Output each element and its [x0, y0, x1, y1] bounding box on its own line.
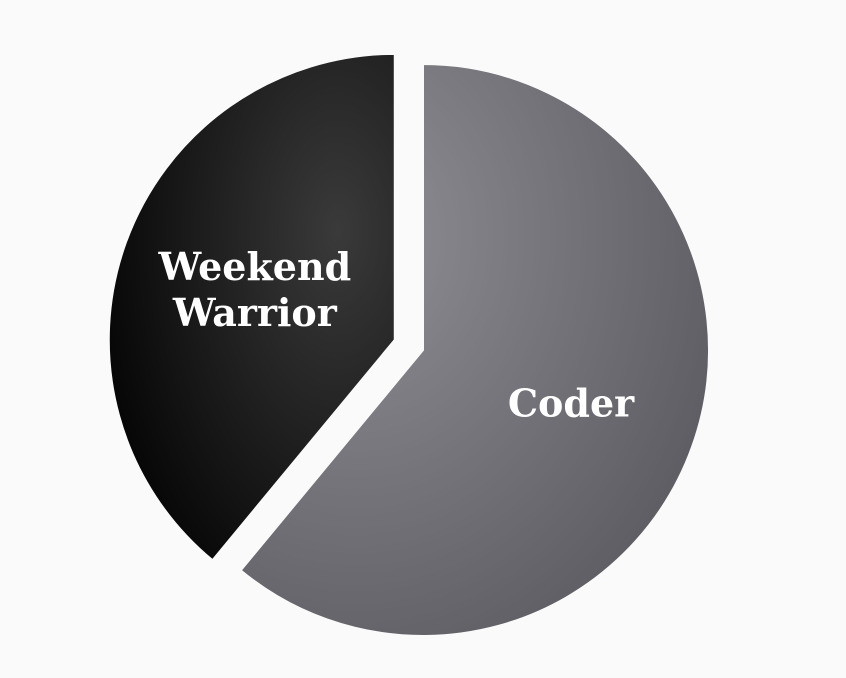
pie-slices — [107, 52, 710, 637]
pie-label-coder: Coder — [508, 381, 635, 426]
pie-slice-weekend-warrior — [107, 52, 396, 562]
pie-labels: Coder Weekend Warrior — [158, 244, 636, 426]
pie-label-weekend-warrior: Weekend Warrior — [158, 244, 352, 335]
pie-slice-coder — [239, 62, 710, 637]
